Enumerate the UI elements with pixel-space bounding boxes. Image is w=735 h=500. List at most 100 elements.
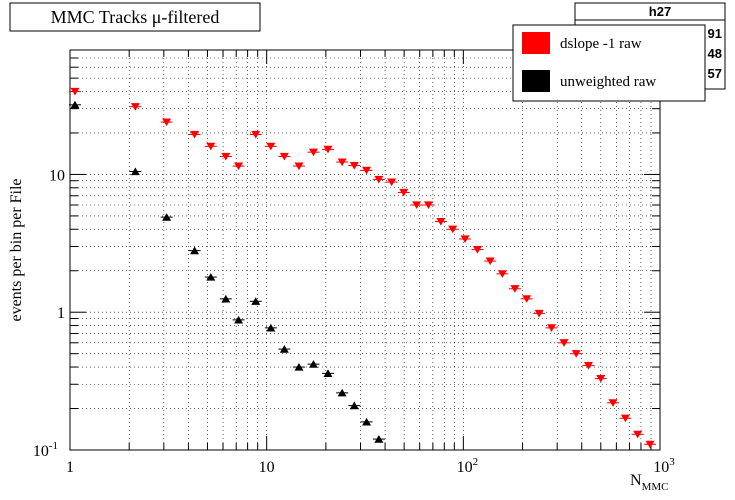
legend-swatch-unweighted: [522, 70, 550, 92]
dslope-point: [68, 87, 81, 96]
grid: [70, 50, 660, 450]
marker-triangle: [559, 339, 569, 347]
dslope-point: [232, 162, 245, 171]
unweighted-point: [249, 297, 262, 305]
unweighted-point: [348, 401, 361, 410]
unweighted-point: [321, 369, 334, 377]
unweighted-point: [160, 213, 173, 221]
unweighted-point: [307, 360, 320, 368]
dslope-point: [307, 148, 320, 157]
marker-triangle: [190, 246, 200, 255]
marker-triangle: [645, 440, 655, 449]
marker-triangle: [349, 161, 359, 170]
marker-triangle: [162, 213, 172, 221]
dslope-point: [292, 162, 305, 171]
marker-triangle: [423, 201, 433, 210]
dslope-point: [249, 130, 262, 139]
dslope-point: [410, 201, 423, 210]
unweighted-point: [264, 323, 277, 332]
marker-triangle: [608, 399, 618, 407]
marker-triangle: [547, 324, 557, 332]
marker-triangle: [308, 360, 318, 368]
dslope-point: [520, 295, 533, 303]
dslope-point: [459, 235, 472, 244]
x-axis-label-sub: MMC: [642, 481, 669, 493]
marker-triangle: [266, 142, 276, 151]
dslope-point: [204, 142, 217, 151]
unweighted-point: [219, 294, 232, 303]
x-axis-label-main: N: [630, 472, 642, 489]
marker-triangle: [234, 162, 244, 171]
stats-fragment-2: 48: [708, 46, 722, 61]
unweighted-point: [360, 417, 373, 426]
marker-triangle: [70, 87, 80, 96]
legend-label-dslope: dslope -1 raw: [560, 36, 642, 52]
marker-triangle: [206, 142, 216, 151]
dslope-point: [545, 324, 558, 332]
dslope-point: [594, 374, 607, 383]
dslope-point: [385, 178, 398, 187]
dslope-point: [471, 245, 484, 254]
marker-triangle: [571, 350, 581, 358]
x-tick-label: 10: [259, 459, 275, 476]
marker-triangle: [412, 201, 422, 210]
dslope-point: [160, 118, 173, 127]
legend-label-unweighted: unweighted raw: [560, 74, 656, 90]
marker-triangle: [251, 130, 261, 139]
dslope-point: [484, 257, 497, 266]
marker-triangle: [436, 217, 446, 226]
dslope-point: [188, 130, 201, 139]
title-frame: [9, 2, 261, 32]
marker-triangle: [323, 145, 333, 154]
dslope-point: [619, 414, 632, 423]
dslope-point: [644, 440, 657, 449]
marker-triangle: [448, 225, 458, 234]
unweighted-point: [129, 167, 142, 176]
dslope-point: [496, 270, 509, 278]
unweighted-point: [204, 272, 217, 281]
y-tick-label: 1: [57, 305, 65, 322]
marker-triangle: [460, 235, 470, 244]
dslope-point: [129, 103, 142, 111]
dslope-point: [446, 225, 459, 234]
stats-fragment-1: 91: [708, 26, 722, 41]
title-box: MMC Tracks μ-filtered: [9, 2, 261, 32]
marker-triangle: [387, 178, 397, 187]
stats-fragment-3: 57: [708, 66, 722, 81]
marker-triangle: [620, 414, 630, 423]
dslope-point: [582, 361, 595, 370]
axis-tick-labels: 1 10 102 103 10-1 1 10: [33, 167, 675, 476]
marker-triangle: [374, 435, 384, 443]
dslope-point: [422, 201, 435, 210]
stats-title: h27: [649, 4, 671, 19]
legend: dslope -1 raw unweighted raw: [512, 24, 706, 102]
dslope-point: [434, 217, 447, 226]
unweighted-point: [336, 388, 349, 397]
dslope-point: [570, 350, 583, 358]
marker-triangle: [279, 345, 289, 353]
unweighted-point: [188, 246, 201, 255]
marker-triangle: [362, 166, 372, 175]
marker-triangle: [510, 285, 520, 293]
marker-triangle: [266, 323, 276, 332]
y-tick-label: 10: [49, 167, 65, 184]
dslope-point: [558, 339, 571, 347]
unweighted-point: [278, 345, 291, 353]
y-axis-label: events per bin per File: [8, 178, 25, 321]
x-tick-label: 103: [653, 456, 675, 476]
marker-triangle: [596, 374, 606, 383]
marker-triangle: [362, 417, 372, 426]
unweighted-point: [68, 100, 81, 109]
dslope-point: [397, 188, 410, 197]
dslope-point: [219, 152, 232, 161]
x-axis-label: NMMC: [630, 472, 668, 493]
marker-triangle: [337, 158, 347, 167]
dslope-point: [278, 152, 291, 161]
marker-triangle: [349, 401, 359, 410]
marker-triangle: [251, 297, 261, 305]
legend-swatch-dslope: [522, 32, 550, 54]
marker-triangle: [294, 162, 304, 171]
dslope-point: [508, 285, 521, 293]
dslope-point: [348, 161, 361, 170]
